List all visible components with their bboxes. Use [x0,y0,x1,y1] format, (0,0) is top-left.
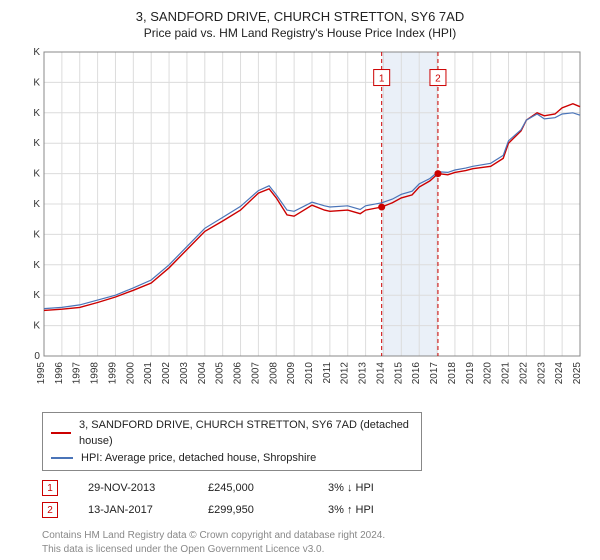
legend: 3, SANDFORD DRIVE, CHURCH STRETTON, SY6 … [42,412,422,472]
x-tick-label: 1998 [90,361,101,384]
y-tick-label: £300K [34,168,40,179]
marker-delta: 3% ↓ HPI [328,482,418,494]
marker-row: 1 29-NOV-2013 £245,000 3% ↓ HPI [42,477,600,499]
footer-line: This data is licensed under the Open Gov… [42,543,600,557]
line-chart: £0 £50K £100K £150K £200K £250K £300K £350K £400… [34,46,594,406]
x-tick-label: 2017 [429,361,440,384]
marker-badge: 2 [42,502,58,518]
x-tick-label: 2018 [447,361,458,384]
x-tick-label: 1996 [54,361,65,384]
x-tick-label: 2004 [197,361,208,384]
y-tick-label: £450K [34,77,40,88]
legend-swatch [51,457,73,459]
legend-swatch [51,432,71,434]
y-tick-label: £500K [34,47,40,58]
x-tick-label: 1995 [36,361,47,384]
legend-label: 3, SANDFORD DRIVE, CHURCH STRETTON, SY6 … [79,417,413,450]
x-tick-label: 2010 [304,361,315,384]
legend-item: 3, SANDFORD DRIVE, CHURCH STRETTON, SY6 … [51,417,413,450]
footer-line: Contains HM Land Registry data © Crown c… [42,529,600,543]
marker-row: 2 13-JAN-2017 £299,950 3% ↑ HPI [42,499,600,521]
marker-price: £245,000 [208,482,298,494]
marker-label: 2 [435,73,441,84]
marker-label: 1 [379,73,385,84]
x-tick-label: 2009 [286,361,297,384]
x-tick-label: 2020 [483,361,494,384]
x-tick-label: 2008 [268,361,279,384]
marker-table: 1 29-NOV-2013 £245,000 3% ↓ HPI 2 13-JAN… [42,477,600,521]
x-tick-label: 2021 [501,361,512,384]
x-tick-label: 2019 [465,361,476,384]
marker-badge: 1 [42,480,58,496]
page-subtitle: Price paid vs. HM Land Registry's House … [0,26,600,40]
y-tick-label: £100K [34,290,40,301]
x-tick-label: 2002 [161,361,172,384]
x-tick-label: 2000 [125,361,136,384]
x-tick-label: 2022 [518,361,529,384]
x-tick-label: 2025 [572,361,583,384]
x-tick-label: 2012 [340,361,351,384]
x-tick-label: 2007 [250,361,261,384]
marker-date: 13-JAN-2017 [88,504,178,516]
x-tick-label: 2013 [358,361,369,384]
y-tick-label: £0 [34,351,40,362]
page-title: 3, SANDFORD DRIVE, CHURCH STRETTON, SY6 … [0,8,600,26]
legend-item: HPI: Average price, detached house, Shro… [51,450,413,467]
footer-text: Contains HM Land Registry data © Crown c… [42,529,600,556]
y-tick-label: £150K [34,259,40,270]
x-tick-label: 2011 [322,361,333,383]
marker-delta: 3% ↑ HPI [328,504,418,516]
x-tick-label: 1997 [72,361,83,384]
marker-date: 29-NOV-2013 [88,482,178,494]
x-tick-label: 2005 [215,361,226,384]
x-tick-label: 2006 [233,361,244,384]
x-tick-label: 2003 [179,361,190,384]
marker-price: £299,950 [208,504,298,516]
x-tick-label: 2016 [411,361,422,384]
x-tick-label: 1999 [107,361,118,384]
x-tick-label: 2023 [536,361,547,384]
x-tick-label: 2024 [554,361,565,384]
x-tick-label: 2015 [393,361,404,384]
x-tick-label: 2001 [143,361,154,384]
x-tick-label: 2014 [375,361,386,384]
y-tick-label: £400K [34,107,40,118]
y-tick-label: £200K [34,229,40,240]
y-tick-label: £350K [34,138,40,149]
y-tick-label: £50K [34,320,40,331]
legend-label: HPI: Average price, detached house, Shro… [81,450,316,467]
y-tick-label: £250K [34,199,40,210]
